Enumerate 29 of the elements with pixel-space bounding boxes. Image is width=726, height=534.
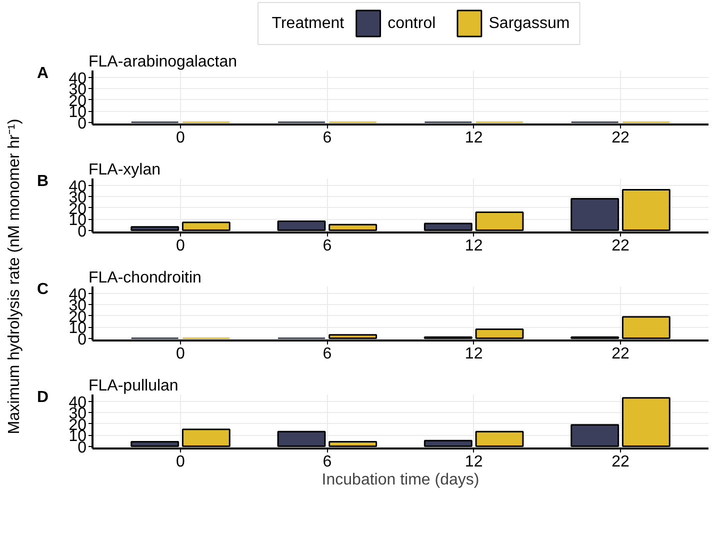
y-axis-title: Maximum hydrolysis rate (nM monomer hr⁻¹) — [6, 118, 23, 434]
x-tick-label: 22 — [612, 130, 630, 146]
chart-title: FLA-chondroitin — [88, 270, 202, 286]
x-tick-label: 22 — [612, 454, 630, 470]
x-tick-label: 6 — [322, 130, 332, 146]
x-tick-label: 0 — [176, 130, 186, 146]
legend-title: Treatment — [272, 15, 345, 32]
legend-label: control — [388, 15, 436, 32]
x-tick-label: 6 — [322, 346, 332, 362]
text: A — [36, 64, 49, 82]
x-tick-label: 12 — [464, 346, 483, 362]
x-axis-title: Incubation time (days) — [322, 472, 480, 488]
x-tick-label: 22 — [612, 346, 630, 362]
x-tick-label: 22 — [612, 238, 630, 254]
x-tick-label: 12 — [464, 238, 483, 254]
x-tick-label: 6 — [322, 238, 332, 254]
x-tick-label: 12 — [464, 454, 483, 470]
chart-title: FLA-pullulan — [88, 378, 178, 394]
x-tick-label: 0 — [176, 238, 186, 254]
legend-label: Sargassum — [488, 15, 570, 32]
x-tick-label: 12 — [464, 130, 483, 146]
x-tick-label: 0 — [176, 454, 186, 470]
chart-title: FLA-xylan — [88, 162, 161, 178]
text: C — [36, 280, 49, 298]
chart-title: FLA-arabinogalactan — [88, 54, 238, 70]
text: B — [36, 172, 49, 190]
x-tick-label: 6 — [322, 454, 332, 470]
text: D — [36, 388, 49, 406]
x-tick-label: 0 — [176, 346, 186, 362]
